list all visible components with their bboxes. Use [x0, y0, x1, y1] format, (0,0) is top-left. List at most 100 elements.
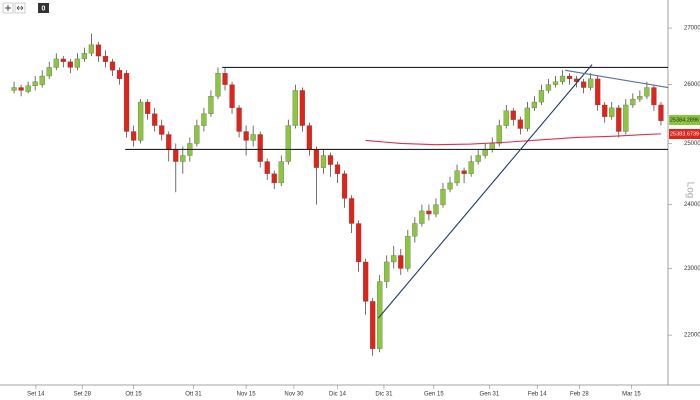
candle-body — [236, 107, 242, 132]
x-tick-label: Nov 30 — [284, 392, 304, 398]
candle-body — [60, 58, 66, 62]
candle-body — [81, 53, 87, 60]
candle-body — [327, 155, 334, 165]
candle-body — [623, 104, 629, 132]
candle-body — [545, 84, 552, 91]
candle-body — [644, 87, 650, 97]
candle-body — [517, 119, 523, 129]
candle-body — [405, 236, 411, 269]
candle-body — [88, 44, 95, 54]
candle-body — [581, 81, 587, 88]
candle-body — [503, 110, 509, 126]
candle-body — [426, 210, 432, 215]
overlay-line — [365, 133, 661, 146]
candle-body — [602, 104, 608, 117]
candle-body — [313, 149, 320, 168]
candle-body — [299, 90, 305, 126]
candle-body — [496, 125, 502, 144]
y-tick-label: 25000 — [684, 141, 700, 147]
candle-body — [46, 67, 52, 77]
candle-body — [11, 87, 17, 91]
x-tick-label: Feb 14 — [528, 392, 547, 398]
candle-body — [447, 182, 453, 190]
x-tick-label: Mar 15 — [622, 392, 641, 398]
scroll-icon — [16, 5, 24, 11]
candle-body — [609, 107, 615, 117]
plot-area — [11, 33, 669, 356]
candle-body — [398, 255, 404, 269]
overlay-line — [377, 64, 593, 319]
candle-body — [292, 90, 298, 126]
candle-body — [250, 134, 256, 141]
candle-body — [348, 198, 355, 224]
candle-body — [531, 101, 538, 109]
candle-body — [384, 261, 390, 282]
candle-body — [363, 261, 369, 302]
y-tick-label: 27000 — [684, 26, 700, 32]
crosshair-icon — [5, 5, 11, 11]
price-label: 25384.2896 — [670, 117, 699, 123]
badge-box[interactable] — [38, 3, 49, 13]
candle-body — [109, 61, 116, 71]
candle-body — [524, 107, 530, 129]
candle-body — [74, 58, 80, 68]
candle-body — [243, 131, 249, 141]
x-tick-label: Nov 15 — [237, 392, 257, 398]
candle-body — [377, 281, 383, 349]
candle-body — [173, 149, 179, 162]
candle-body — [53, 58, 59, 68]
x-tick-label: Feb 28 — [570, 392, 589, 398]
candle-body — [123, 73, 130, 132]
price-label: 25383.6739 — [670, 131, 699, 137]
candle-body — [461, 170, 467, 174]
candle-body — [334, 164, 341, 174]
x-tick-label: Set 14 — [27, 392, 45, 398]
price-label-box — [669, 115, 700, 125]
y-tick-label: 23000 — [684, 266, 700, 272]
candle-body — [194, 125, 200, 144]
candle-body — [440, 188, 446, 205]
candle-body — [116, 70, 123, 80]
candle-body — [320, 155, 327, 168]
toolbar: 0 — [2, 2, 49, 14]
candle-body — [159, 125, 165, 135]
candle-body — [588, 78, 594, 88]
candle-body — [138, 101, 144, 141]
candle-body — [102, 55, 109, 62]
candle-body — [454, 170, 460, 184]
price-label-box — [669, 129, 700, 139]
candle-body — [630, 98, 636, 106]
candle-body — [257, 134, 263, 162]
candle-body — [278, 161, 284, 184]
candle-body — [616, 107, 622, 132]
x-tick-label: Ott 31 — [185, 392, 202, 398]
candle-body — [130, 131, 137, 141]
candle-body — [264, 161, 270, 174]
candle-body — [559, 75, 566, 82]
y-tick-label: 26000 — [684, 82, 700, 88]
candle-body — [391, 255, 397, 263]
x-tick-label: Set 28 — [74, 392, 92, 398]
candle-body — [201, 113, 207, 126]
candle-body — [145, 101, 151, 114]
candle-body — [180, 155, 186, 162]
candle-body — [39, 75, 45, 85]
candle-body — [67, 61, 73, 68]
badge: 0 — [42, 5, 46, 12]
candle-body — [95, 44, 102, 57]
x-tick-label: Dic 31 — [375, 392, 393, 398]
x-tick-label: Ott 15 — [125, 392, 142, 398]
candle-body — [341, 173, 348, 199]
candle-body — [229, 84, 235, 109]
candle-body — [215, 73, 221, 97]
candle-body — [285, 125, 291, 162]
candle-body — [412, 223, 418, 237]
candle-body — [658, 104, 664, 121]
candle-body — [152, 113, 158, 126]
y-tick-label: 22000 — [684, 333, 700, 339]
x-tick-label: Dic 14 — [329, 392, 347, 398]
candle-body — [222, 73, 228, 85]
candle-body — [475, 155, 481, 162]
candle-body — [32, 81, 38, 86]
